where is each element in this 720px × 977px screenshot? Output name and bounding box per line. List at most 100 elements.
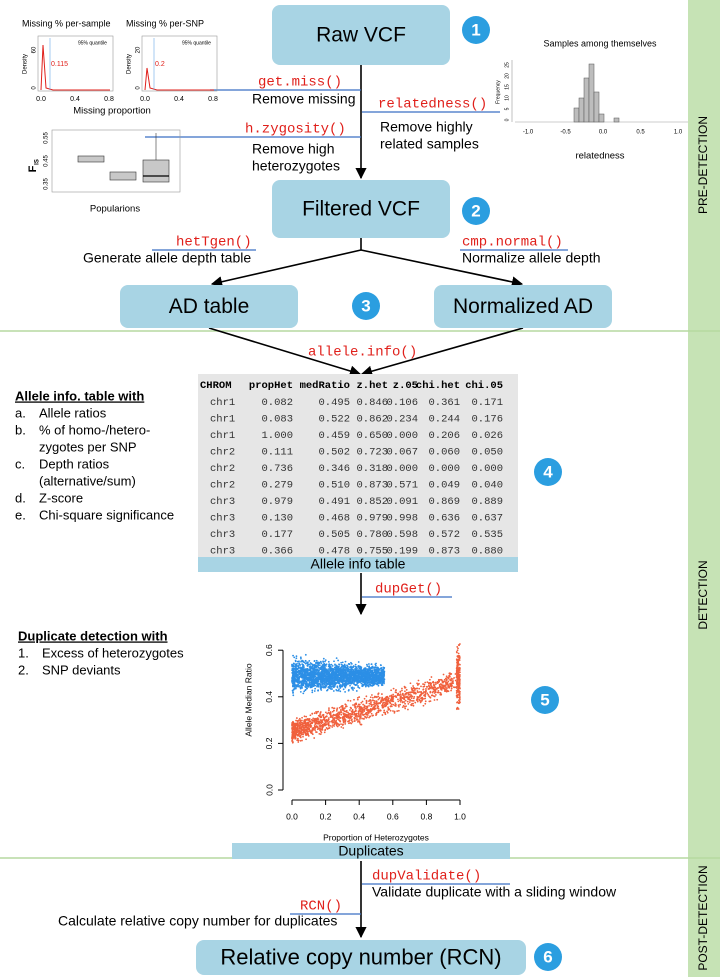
scatter-dot [314, 677, 317, 680]
scatter-dot [373, 677, 376, 680]
scatter-dot [379, 682, 382, 685]
scatter-dot [372, 699, 374, 702]
scatter-dot [324, 675, 327, 678]
scatter-dot [387, 706, 390, 709]
scatter-dot [356, 672, 359, 675]
function-name: cmp.normal() [462, 235, 563, 251]
scatter-dot [423, 685, 426, 688]
scatter-dot [383, 703, 386, 706]
scatter-dot [458, 666, 461, 669]
table-cell: 0.468 [318, 512, 350, 524]
scatter-dot [455, 682, 458, 685]
scatter-dot [334, 674, 337, 677]
scatter-dot [347, 673, 350, 675]
scatter-dot [419, 701, 422, 704]
scatter-dot [337, 666, 340, 669]
list-item: Z-score [39, 490, 83, 505]
scatter-dot [320, 679, 323, 681]
scatter-dot [301, 671, 304, 674]
scatter-dot [353, 698, 355, 701]
scatter-dot [316, 673, 319, 676]
scatter-dot [338, 677, 341, 680]
y-tick-label: 0.6 [264, 644, 274, 656]
scatter-dot [344, 691, 346, 693]
scatter-dot [429, 696, 431, 698]
scatter-dot [333, 707, 336, 710]
scatter-dot [388, 708, 391, 711]
table-cell: 0.111 [261, 446, 293, 458]
stage-sidebar [688, 0, 720, 977]
scatter-dot [298, 673, 301, 675]
scatter-dot [382, 669, 384, 671]
scatter-dot [416, 682, 418, 685]
scatter-dot [346, 668, 348, 671]
scatter-dot [379, 667, 382, 670]
mini-tick-label: 0.55 [44, 132, 50, 144]
scatter-dot [384, 705, 387, 707]
function-name: dupGet() [375, 582, 442, 598]
scatter-dot [358, 709, 361, 712]
scatter-dot [300, 668, 303, 671]
scatter-dot [331, 724, 334, 726]
scatter-dot [317, 685, 320, 688]
scatter-dot [383, 682, 385, 685]
scatter-dot [299, 739, 302, 742]
table-cell: 0.502 [318, 446, 350, 458]
mini-axis-label: F [27, 165, 39, 172]
scatter-dot [354, 665, 357, 668]
scatter-dot [449, 673, 452, 675]
scatter-dot [448, 686, 451, 689]
scatter-dot [311, 729, 314, 732]
list-title: Allele info. table with [15, 388, 144, 403]
scatter-dot [381, 714, 384, 716]
scatter-dot [344, 685, 346, 688]
scatter-dot [315, 718, 318, 721]
table-cell: 0.176 [471, 413, 503, 425]
mini-bar [593, 91, 600, 123]
scatter-dot [300, 660, 302, 663]
scatter-dot [360, 670, 363, 673]
function-description: related samples [380, 136, 479, 152]
mini-plot-title: Missing % per-SNP [126, 18, 204, 28]
scatter-dot [358, 706, 361, 709]
scatter-dot [433, 684, 435, 687]
table-header: z.05 [393, 380, 418, 392]
scatter-dot [293, 680, 296, 683]
scatter-dot [302, 692, 305, 695]
scatter-dot [301, 680, 304, 683]
scatter-dot [330, 715, 333, 718]
scatter-dot [353, 687, 355, 690]
scatter-dot [456, 707, 459, 710]
scatter-dot [456, 686, 458, 689]
mini-axis-label: Density [23, 54, 29, 74]
scatter-dot [371, 665, 374, 668]
scatter-dot [432, 695, 435, 697]
scatter-dot [314, 684, 317, 687]
table-cell: 0.318 [356, 463, 388, 475]
scatter-dot [371, 707, 374, 710]
table-header: chi.het [416, 380, 460, 392]
scatter-dot [457, 661, 460, 664]
table-cell: 0.346 [318, 463, 350, 475]
scatter-dot [338, 715, 341, 718]
scatter-dot [349, 706, 352, 709]
scatter-dot [301, 732, 303, 734]
scatter-dot [319, 713, 321, 716]
scatter-dot [319, 724, 322, 726]
scatter-dot [428, 678, 431, 681]
scatter-dot [338, 706, 341, 709]
scatter-dot [319, 730, 322, 733]
stage-label: PRE-DETECTION [696, 116, 710, 214]
scatter-dot [323, 686, 326, 689]
scatter-dot [353, 718, 356, 720]
scatter-dot [345, 674, 348, 677]
scatter-dot [307, 678, 309, 681]
scatter-dot [428, 685, 431, 688]
stage-label: POST-DETECTION [696, 865, 710, 970]
scatter-dot [367, 681, 370, 684]
scatter-dot [386, 711, 389, 714]
scatter-dot [311, 689, 314, 692]
scatter-dot [334, 669, 337, 671]
scatter-dot [355, 679, 358, 682]
scatter-dot [301, 687, 304, 689]
